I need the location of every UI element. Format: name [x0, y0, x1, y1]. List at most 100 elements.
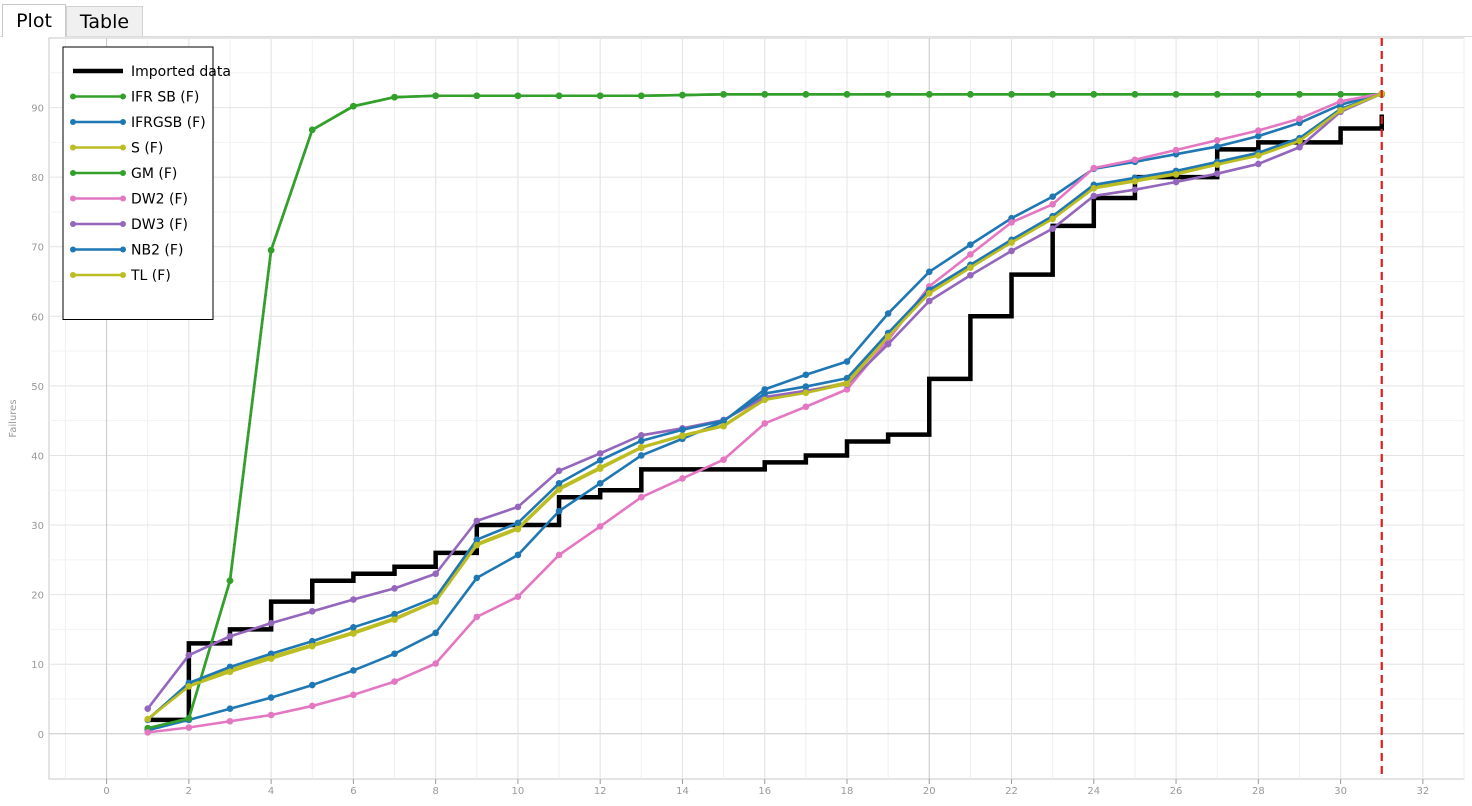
x-tick-label: 14: [676, 786, 689, 797]
y-tick-label: 20: [31, 591, 44, 602]
legend-label-nb2-f: NB2 (F): [131, 243, 183, 259]
data-point-gm-f: [1008, 91, 1015, 98]
data-point-gm-f: [1090, 91, 1098, 98]
x-tick-label: 16: [758, 786, 771, 797]
data-point-gm-f: [596, 92, 604, 100]
data-point-tl-f: [267, 655, 275, 662]
data-point-dw2-f: [432, 660, 439, 667]
x-tick-label: 0: [103, 786, 109, 797]
data-point-dw3-f: [514, 503, 522, 511]
data-point-tl-f: [720, 422, 727, 430]
data-point-ifrgsb-f: [391, 650, 398, 658]
x-tick-label: 28: [1252, 786, 1265, 797]
legend-label-dw3-f: DW3 (F): [131, 217, 188, 233]
data-point-tl-f: [1296, 137, 1303, 145]
legend-label-s-f: S (F): [131, 141, 163, 157]
data-point-dw3-f: [1172, 178, 1180, 186]
x-tick-label: 22: [1005, 786, 1018, 797]
data-point-dw2-f: [1090, 164, 1098, 172]
data-point-ifrgsb-f: [555, 507, 563, 515]
legend-swatch-dot: [120, 93, 126, 100]
data-point-dw3-f: [391, 585, 398, 592]
data-point-tl-f: [1172, 171, 1180, 178]
data-point-tl-f: [802, 389, 810, 397]
tab-bar: Plot Table: [0, 0, 1472, 37]
data-point-tl-f: [350, 630, 357, 637]
data-point-ifrgsb-f: [967, 241, 974, 248]
data-point-tl-f: [679, 432, 686, 440]
data-point-dw2-f: [1296, 115, 1303, 123]
data-point-gm-f: [761, 91, 769, 98]
y-tick-label: 80: [31, 173, 44, 184]
data-point-dw3-f: [1131, 186, 1139, 193]
data-point-nb2-f: [308, 637, 316, 645]
data-point-dw2-f: [1172, 146, 1180, 154]
x-tick-label: 12: [594, 786, 607, 797]
legend: Imported data IFR SB (F) IFRGSB (F) S (F) GM…: [62, 46, 231, 320]
x-tick-label: 6: [350, 786, 356, 797]
x-tick-label: 10: [512, 786, 525, 797]
data-point-dw2-f: [308, 702, 316, 710]
data-point-dw2-f: [267, 711, 275, 719]
data-point-tl-f: [185, 683, 193, 690]
data-point-tl-f: [144, 715, 152, 723]
data-point-tl-f: [761, 396, 769, 404]
data-point-tl-f: [967, 264, 974, 271]
series-layer: [144, 38, 1386, 779]
data-point-dw2-f: [350, 691, 357, 699]
grid: [49, 38, 1465, 779]
x-tick-label: 2: [186, 786, 192, 797]
data-point-gm-f: [514, 92, 522, 100]
data-point-gm-f: [802, 91, 810, 98]
data-point-nb2-f: [843, 374, 851, 382]
data-point-dw3-f: [308, 608, 316, 615]
legend-swatch-dot: [120, 246, 126, 253]
tab-divider: [0, 36, 1472, 37]
x-tick-label: 26: [1170, 786, 1183, 797]
tab-table[interactable]: Table: [66, 6, 143, 36]
data-point-gm-f: [555, 92, 563, 100]
data-point-tl-f: [1213, 161, 1221, 168]
data-point-tl-f: [432, 598, 439, 605]
data-point-gm-f: [267, 246, 275, 254]
data-point-dw2-f: [1213, 136, 1221, 144]
data-point-dw3-f: [1296, 143, 1303, 151]
legend-swatch-dot: [70, 93, 76, 100]
data-point-dw3-f: [226, 633, 234, 640]
data-point-tl-f: [1255, 152, 1262, 159]
data-point-ifrgsb-f: [1049, 193, 1056, 200]
data-point-ifrgsb-f: [925, 268, 933, 276]
data-point-gm-f: [679, 91, 686, 99]
data-point-tl-f: [1090, 184, 1098, 192]
data-point-ifrgsb-f: [596, 479, 604, 487]
data-point-gm-f: [185, 715, 193, 722]
data-point-ifrgsb-f: [843, 358, 851, 365]
data-point-ifrgsb-f: [884, 310, 892, 317]
tab-plot[interactable]: Plot: [2, 4, 66, 37]
legend-label-imported-data: Imported data: [131, 64, 231, 80]
legend-swatch-dot: [120, 170, 126, 176]
data-point-nb2-f: [226, 663, 234, 671]
data-point-gm-f: [308, 126, 316, 134]
data-point-dw2-f: [226, 717, 234, 725]
data-point-tl-f: [1131, 178, 1139, 185]
data-point-gm-f: [638, 92, 645, 100]
legend-swatch-dot: [120, 119, 126, 125]
data-point-dw2-f: [391, 678, 398, 685]
data-point-dw3-f: [638, 431, 645, 439]
data-point-ifrgsb-f: [350, 667, 357, 674]
data-point-gm-f: [843, 91, 851, 98]
data-point-dw2-f: [679, 475, 686, 482]
y-tick-label: 10: [31, 660, 44, 671]
data-point-gm-f: [1213, 91, 1221, 98]
data-point-nb2-f: [473, 536, 481, 543]
data-point-gm-f: [1131, 91, 1139, 98]
legend-swatch-dot: [70, 170, 76, 176]
data-point-dw3-f: [350, 596, 357, 603]
data-point-ifrgsb-f: [802, 371, 810, 379]
data-point-tl-f: [884, 333, 892, 340]
data-point-nb2-f: [761, 390, 769, 397]
data-point-tl-f: [391, 616, 398, 623]
data-point-tl-f: [1337, 107, 1344, 114]
